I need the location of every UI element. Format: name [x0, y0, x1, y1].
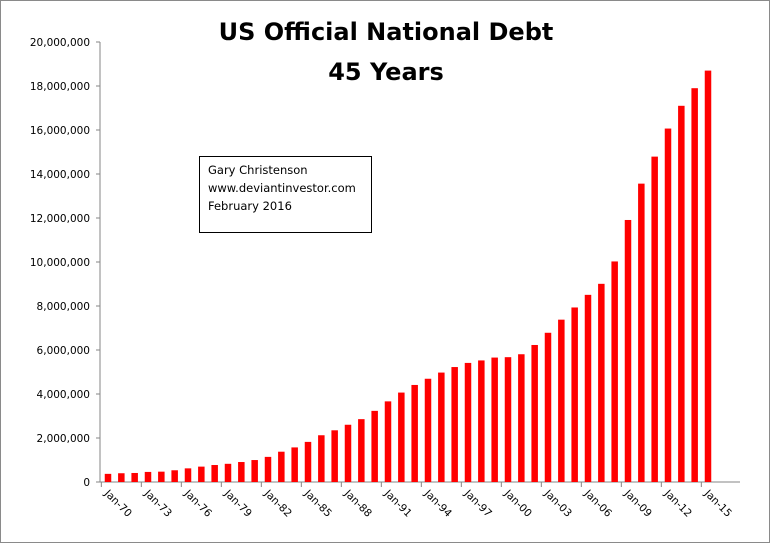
- bar-jan-88: [344, 424, 352, 482]
- bar-jan-11: [651, 156, 658, 482]
- y-tick-label: 14,000,000: [30, 169, 90, 181]
- x-tick-label: Jan-97: [461, 487, 494, 520]
- bar-jan-13: [678, 105, 685, 483]
- x-tick-label: Jan-03: [541, 487, 574, 520]
- bar-jan-94: [424, 378, 432, 482]
- bar-jan-97: [464, 362, 472, 482]
- bar-jan-84: [291, 447, 298, 482]
- bar-jan-79: [224, 463, 232, 482]
- bar-jan-72: [131, 472, 138, 482]
- x-tick-label: Jan-76: [181, 487, 214, 520]
- annotation-date: February 2016: [208, 199, 292, 213]
- bar-jan-75: [171, 470, 178, 482]
- x-tick-label: Jan-09: [621, 487, 654, 520]
- bar-jan-92: [398, 392, 405, 482]
- bar-jan-14: [691, 88, 698, 482]
- bar-jan-09: [624, 219, 632, 483]
- bar-jan-93: [411, 384, 418, 482]
- bar-jan-01: [518, 354, 525, 482]
- bar-jan-71: [118, 473, 125, 482]
- x-tick-label: Jan-88: [341, 487, 374, 520]
- y-tick-label: 8,000,000: [37, 301, 90, 313]
- bar-jan-02: [531, 344, 538, 482]
- bar-jan-74: [158, 471, 165, 482]
- bar-jan-80: [238, 462, 245, 482]
- bar-jan-12: [664, 128, 672, 482]
- y-tick-label: 0: [83, 477, 90, 489]
- bar-jan-05: [571, 307, 578, 482]
- bar-jan-90: [371, 410, 378, 482]
- bar-jan-82: [264, 456, 272, 482]
- bar-jan-15: [704, 70, 712, 482]
- x-tick-label: Jan-70: [101, 487, 134, 520]
- bar-jan-95: [438, 372, 445, 482]
- x-tick-label: Jan-06: [581, 487, 614, 520]
- x-tick-label: Jan-91: [381, 487, 414, 520]
- bar-jan-73: [144, 471, 152, 482]
- x-tick-label: Jan-12: [661, 487, 694, 520]
- annotation-box: Gary Christenson www.deviantinvestor.com…: [199, 156, 372, 233]
- x-tick-label: Jan-73: [141, 487, 174, 520]
- annotation-author: Gary Christenson: [208, 163, 308, 177]
- bar-jan-83: [278, 451, 285, 482]
- bar-jan-04: [558, 319, 565, 482]
- annotation-website: www.deviantinvestor.com: [208, 181, 356, 195]
- bar-jan-96: [451, 367, 458, 482]
- bar-jan-81: [251, 460, 258, 482]
- y-tick-label: 10,000,000: [30, 257, 90, 269]
- bar-jan-08: [611, 261, 618, 482]
- bar-jan-89: [358, 419, 365, 482]
- y-tick-label: 18,000,000: [30, 81, 90, 93]
- bar-jan-07: [598, 283, 605, 482]
- x-tick-label: Jan-82: [261, 487, 294, 520]
- chart-title: US Official National Debt: [219, 18, 554, 46]
- bar-jan-03: [544, 332, 552, 482]
- chart-subtitle: 45 Years: [328, 58, 444, 86]
- bar-jan-76: [184, 468, 192, 482]
- bar-jan-91: [384, 401, 392, 482]
- x-tick-label: Jan-00: [501, 487, 534, 520]
- bar-jan-86: [318, 435, 325, 482]
- bar-jan-78: [211, 465, 218, 482]
- y-tick-label: 20,000,000: [30, 37, 90, 49]
- x-tick-label: Jan-94: [421, 487, 454, 520]
- y-tick-label: 16,000,000: [30, 125, 90, 137]
- bar-jan-98: [478, 360, 485, 482]
- bar-jan-06: [584, 294, 592, 482]
- bar-jan-85: [304, 441, 312, 482]
- y-tick-label: 4,000,000: [37, 389, 90, 401]
- y-tick-label: 6,000,000: [37, 345, 90, 357]
- y-tick-label: 12,000,000: [30, 213, 90, 225]
- bar-jan-00: [504, 357, 512, 482]
- y-tick-label: 2,000,000: [37, 433, 90, 445]
- bar-jan-77: [198, 466, 205, 482]
- x-tick-label: Jan-79: [221, 487, 254, 520]
- bar-jan-70: [104, 473, 112, 482]
- bar-jan-87: [331, 430, 338, 482]
- x-tick-label: Jan-85: [301, 487, 334, 520]
- x-tick-label: Jan-15: [701, 487, 734, 520]
- bar-jan-10: [638, 183, 645, 483]
- bar-jan-99: [491, 357, 498, 482]
